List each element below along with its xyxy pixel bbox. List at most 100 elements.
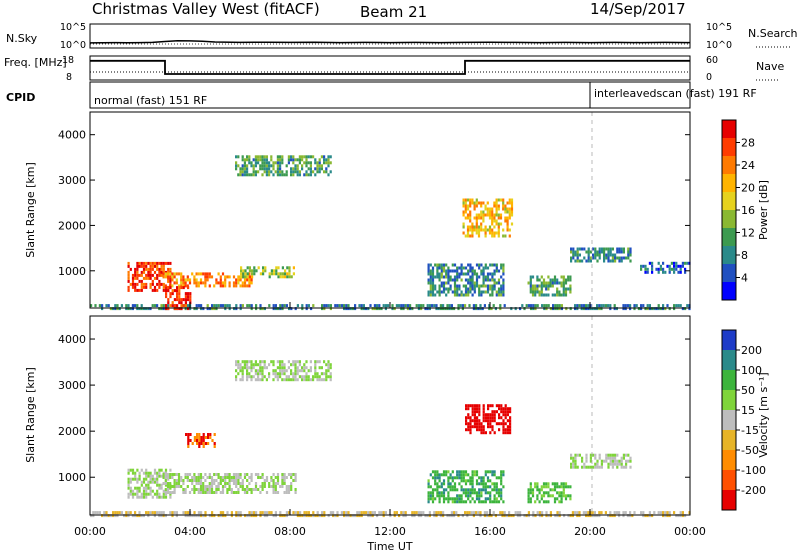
data-cell (274, 511, 277, 515)
data-cell (553, 275, 557, 279)
data-cell (464, 293, 468, 297)
data-cell (562, 491, 565, 495)
data-cell (482, 431, 485, 435)
data-cell (464, 204, 467, 208)
data-cell (440, 275, 443, 279)
data-cell (169, 295, 172, 299)
data-cell (445, 287, 448, 291)
data-cell (228, 281, 231, 285)
data-cell (182, 479, 185, 482)
data-cell (437, 511, 440, 515)
data-cell (574, 462, 577, 466)
data-cell (248, 488, 251, 491)
data-cell (475, 216, 478, 220)
data-cell (145, 307, 148, 311)
data-cell (600, 462, 603, 466)
data-cell (536, 278, 539, 282)
data-cell (427, 500, 430, 504)
data-cell (466, 207, 470, 211)
data-cell (440, 482, 443, 486)
data-cell (406, 307, 409, 311)
data-cell (244, 272, 247, 276)
data-cell (666, 304, 669, 308)
data-cell (495, 219, 498, 223)
colorbar-swatch (722, 470, 736, 491)
data-cell (504, 404, 507, 408)
data-cell (482, 272, 485, 276)
data-cell (241, 360, 244, 364)
data-cell (242, 272, 245, 276)
data-cell (453, 500, 457, 504)
data-cell (127, 264, 130, 268)
data-cell (484, 485, 487, 489)
data-cell (284, 275, 287, 279)
data-cell (197, 476, 200, 479)
data-cell (404, 511, 407, 515)
data-cell (469, 216, 472, 220)
data-cell (675, 304, 678, 308)
data-cell (534, 287, 537, 291)
data-cell (276, 378, 279, 382)
data-cell (447, 479, 450, 483)
data-cell (147, 261, 150, 265)
data-cell (427, 281, 430, 285)
data-cell (182, 482, 185, 485)
data-cell (243, 363, 246, 367)
data-cell (429, 275, 432, 279)
data-cell (538, 488, 541, 492)
data-cell (429, 290, 432, 294)
data-cell (475, 204, 478, 208)
data-cell (237, 482, 240, 485)
data-cell (235, 491, 238, 494)
data-cell (547, 281, 550, 285)
data-cell (440, 266, 443, 270)
data-cell (171, 514, 174, 518)
data-cell (354, 304, 357, 308)
data-cell (473, 500, 476, 504)
data-cell (484, 482, 487, 486)
data-cell (508, 201, 511, 205)
data-cell (241, 485, 244, 488)
data-cell (369, 514, 372, 518)
data-cell (279, 173, 282, 177)
data-cell (145, 261, 148, 265)
data-cell (531, 494, 535, 498)
data-cell (500, 482, 503, 486)
data-cell (131, 468, 135, 472)
data-cell (547, 494, 550, 498)
data-cell (472, 307, 475, 311)
data-cell (270, 269, 273, 273)
data-cell (417, 511, 420, 515)
data-cell (286, 275, 289, 279)
data-cell (478, 419, 481, 423)
data-cell (195, 488, 198, 491)
data-cell (553, 497, 557, 501)
data-cell (673, 307, 676, 311)
data-cell (142, 471, 146, 475)
data-cell (488, 213, 492, 217)
data-cell (580, 307, 583, 311)
data-cell (281, 372, 284, 376)
data-cell (162, 304, 165, 308)
data-cell (482, 269, 485, 273)
data-cell (298, 360, 301, 364)
data-cell (567, 514, 570, 518)
data-cell (237, 164, 240, 168)
data-cell (158, 483, 161, 487)
data-cell (204, 511, 207, 515)
data-cell (556, 304, 559, 308)
data-cell (250, 360, 253, 364)
data-cell (570, 259, 573, 263)
data-cell (444, 307, 447, 311)
data-cell (202, 281, 205, 285)
data-cell (493, 269, 496, 273)
data-cell (493, 416, 496, 420)
data-cell (536, 488, 539, 492)
data-cell (292, 378, 295, 382)
data-cell (495, 231, 498, 235)
data-cell (246, 272, 249, 276)
data-cell (651, 264, 654, 268)
data-cell (253, 272, 256, 276)
data-cell (571, 514, 574, 518)
data-cell (134, 471, 137, 475)
